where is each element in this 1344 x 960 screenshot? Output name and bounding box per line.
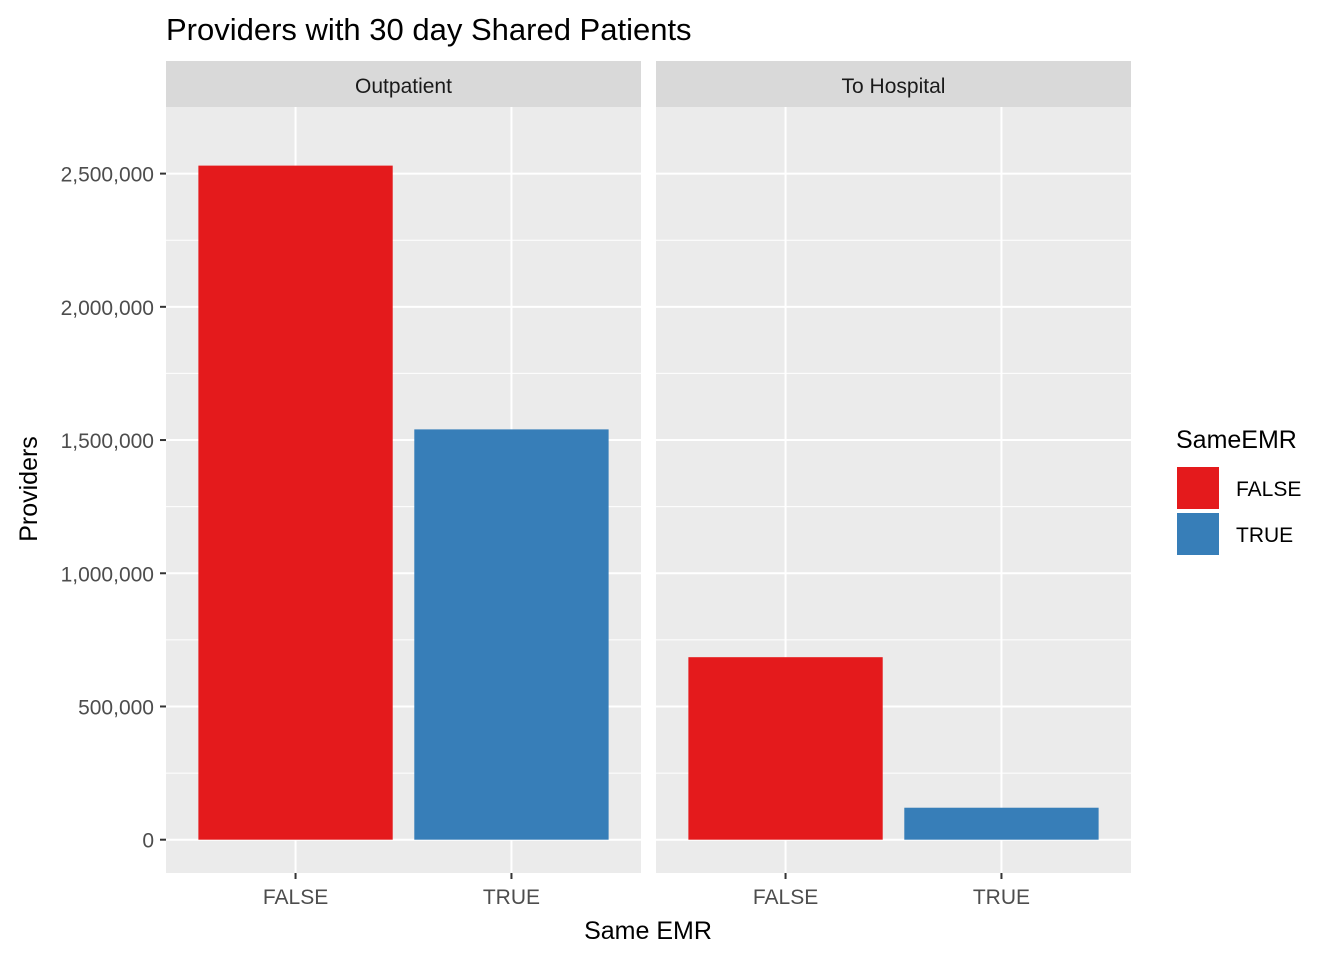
y-tick-label: 1,000,000 xyxy=(61,563,154,586)
y-tick-label: 2,000,000 xyxy=(61,297,154,320)
legend-label: TRUE xyxy=(1236,524,1293,547)
x-tick-label: FALSE xyxy=(263,886,328,909)
y-tick-label: 2,500,000 xyxy=(61,164,154,187)
facet-panels: Outpatient FALSE TRUE To Hospital FALSE TRUE xyxy=(166,61,1131,909)
bar-true xyxy=(414,429,609,840)
y-tick-label: 500,000 xyxy=(78,696,154,719)
legend-key-false xyxy=(1177,467,1219,509)
bar-false xyxy=(198,165,393,840)
facet-strip-label: Outpatient xyxy=(355,75,452,98)
y-tick-label: 0 xyxy=(142,830,154,853)
x-tick-label: TRUE xyxy=(483,886,540,909)
y-axis-title: Providers xyxy=(15,436,43,542)
legend-title: SameEMR xyxy=(1176,426,1297,454)
x-tick-label: TRUE xyxy=(973,886,1030,909)
legend-label: FALSE xyxy=(1236,478,1301,501)
facet-panel: To Hospital FALSE TRUE xyxy=(656,61,1131,909)
y-axis: 0 500,000 1,000,000 1,500,000 2,000,000 2,500… xyxy=(61,164,166,853)
bar-false xyxy=(688,657,883,840)
legend: SameEMR FALSE TRUE xyxy=(1176,426,1301,555)
legend-key-true xyxy=(1177,513,1219,555)
facet-strip xyxy=(166,61,641,107)
x-axis-title: Same EMR xyxy=(584,917,712,945)
facet-panel: Outpatient FALSE TRUE xyxy=(166,61,641,909)
facet-strip-label: To Hospital xyxy=(842,75,946,98)
chart-title: Providers with 30 day Shared Patients xyxy=(166,12,692,47)
bar-true xyxy=(904,807,1099,840)
facet-strip xyxy=(656,61,1131,107)
y-tick-label: 1,500,000 xyxy=(61,430,154,453)
x-tick-label: FALSE xyxy=(753,886,818,909)
